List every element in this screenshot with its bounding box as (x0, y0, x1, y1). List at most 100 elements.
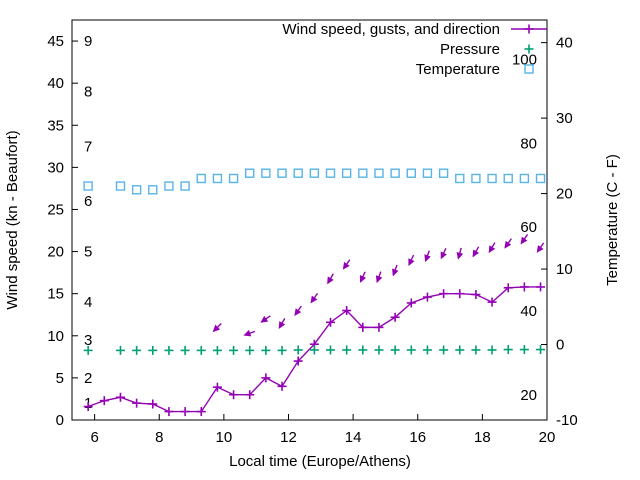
wind-direction-arrow (212, 322, 222, 333)
x-axis-title: Local time (Europe/Athens) (229, 453, 411, 470)
wind-direction-arrow (392, 264, 399, 277)
y-tick-label: 20 (47, 244, 64, 261)
data-point-marker (455, 173, 465, 184)
data-point-marker (212, 173, 223, 184)
legend-label-1: Wind speed, gusts, and direction (282, 21, 500, 38)
y2-tick-label: 10 (556, 261, 573, 278)
data-point-marker (228, 173, 239, 184)
wind-direction-arrow (260, 315, 271, 323)
data-point-marker (164, 181, 174, 191)
beaufort-label: 4 (84, 294, 92, 311)
legend-label-2: Pressure (440, 41, 500, 58)
fahrenheit-label: 60 (520, 219, 537, 236)
data-point-marker (148, 185, 158, 195)
axis-titles: Local time (Europe/Athens) Wind speed (kn… (4, 130, 621, 470)
data-point-marker (309, 168, 320, 178)
x-tick-label: 16 (409, 429, 426, 446)
wind-direction-arrow (536, 242, 545, 253)
arrow-head (243, 329, 252, 337)
beaufort-label: 6 (84, 193, 92, 210)
y2-tick-label: 30 (556, 110, 573, 127)
fahrenheit-label: 20 (520, 387, 537, 404)
beaufort-label: 7 (84, 138, 92, 155)
y2-tick-label: -10 (556, 412, 578, 429)
wind-direction-arrow (408, 254, 415, 267)
arrow-head (392, 268, 399, 277)
y-tick-label: 0 (56, 412, 64, 429)
beaufort-label: 2 (84, 370, 92, 387)
y-tick-label: 25 (47, 201, 64, 218)
wind-direction-arrow (359, 271, 367, 283)
data-point-marker (471, 173, 481, 184)
y-tick-label: 10 (47, 328, 64, 345)
y-tick-label: 40 (47, 75, 64, 92)
arrow-head (424, 254, 431, 263)
arrow-head (342, 261, 350, 270)
data-point-marker (131, 185, 142, 195)
x-tick-label: 14 (345, 429, 362, 446)
data-point-marker (422, 168, 433, 178)
x-tick-label: 8 (155, 429, 163, 446)
arrow-head (520, 236, 528, 245)
data-point-marker (535, 173, 546, 184)
beaufort-label: 3 (84, 332, 92, 349)
arrow-head (294, 308, 302, 316)
wind-direction-arrow (440, 247, 447, 260)
data-point-marker (261, 168, 271, 178)
y-tick-label: 15 (47, 286, 64, 303)
y2-tick-label: 40 (556, 35, 573, 52)
series-square (83, 168, 546, 195)
arrow-head (375, 275, 383, 284)
legend-marker (524, 64, 534, 74)
series-plus (83, 345, 546, 355)
data-point-marker (406, 168, 416, 178)
arrow-head (488, 245, 496, 254)
data-point-marker (438, 168, 449, 178)
data-point-marker (277, 168, 287, 178)
x-tick-label: 6 (90, 429, 98, 446)
data-point-marker (390, 168, 400, 178)
arrow-head (260, 315, 269, 323)
wind-direction-arrow (375, 271, 383, 284)
fahrenheit-label: 40 (520, 303, 537, 320)
wind-direction-arrow (327, 273, 334, 285)
arrow-head (472, 249, 480, 258)
y2-axis-title: Temperature (C - F) (604, 154, 621, 286)
data-point-marker (374, 168, 384, 178)
arrow-head (536, 245, 544, 253)
y-axis-title: Wind speed (kn - Beaufort) (4, 130, 21, 309)
chart-legend: Wind speed, gusts, and direction Pressure… (282, 21, 547, 78)
wind-direction-arrow (488, 242, 496, 254)
wind-direction-arrow (310, 292, 319, 304)
arrow-head (359, 275, 367, 283)
y2-tick-label: 0 (556, 337, 564, 354)
data-point-marker (115, 181, 126, 191)
legend-label-3: Temperature (416, 61, 500, 78)
fahrenheit-label: 100 (512, 51, 537, 68)
arrow-head (310, 295, 318, 304)
x-tick-label: 20 (539, 429, 556, 446)
data-point-marker (358, 168, 368, 178)
fahrenheit-label: 80 (520, 135, 537, 152)
x-tick-label: 10 (216, 429, 233, 446)
arrow-head (212, 324, 221, 333)
wind-direction-arrow (294, 305, 302, 316)
wind-direction-arrow (456, 247, 464, 260)
wind-direction-arrows (212, 234, 545, 337)
data-point-marker (196, 173, 206, 184)
wind-direction-arrow (504, 238, 512, 249)
plot-frame (71, 19, 548, 421)
y2-tick-label: 20 (556, 186, 573, 203)
arrow-head (278, 321, 286, 329)
wind-direction-arrow (424, 250, 431, 263)
data-point-marker (245, 168, 255, 178)
arrow-head (440, 251, 447, 260)
data-point-marker (519, 173, 530, 184)
wind-direction-arrow (278, 318, 286, 329)
arrow-head (456, 251, 464, 260)
arrow-head (504, 240, 512, 249)
